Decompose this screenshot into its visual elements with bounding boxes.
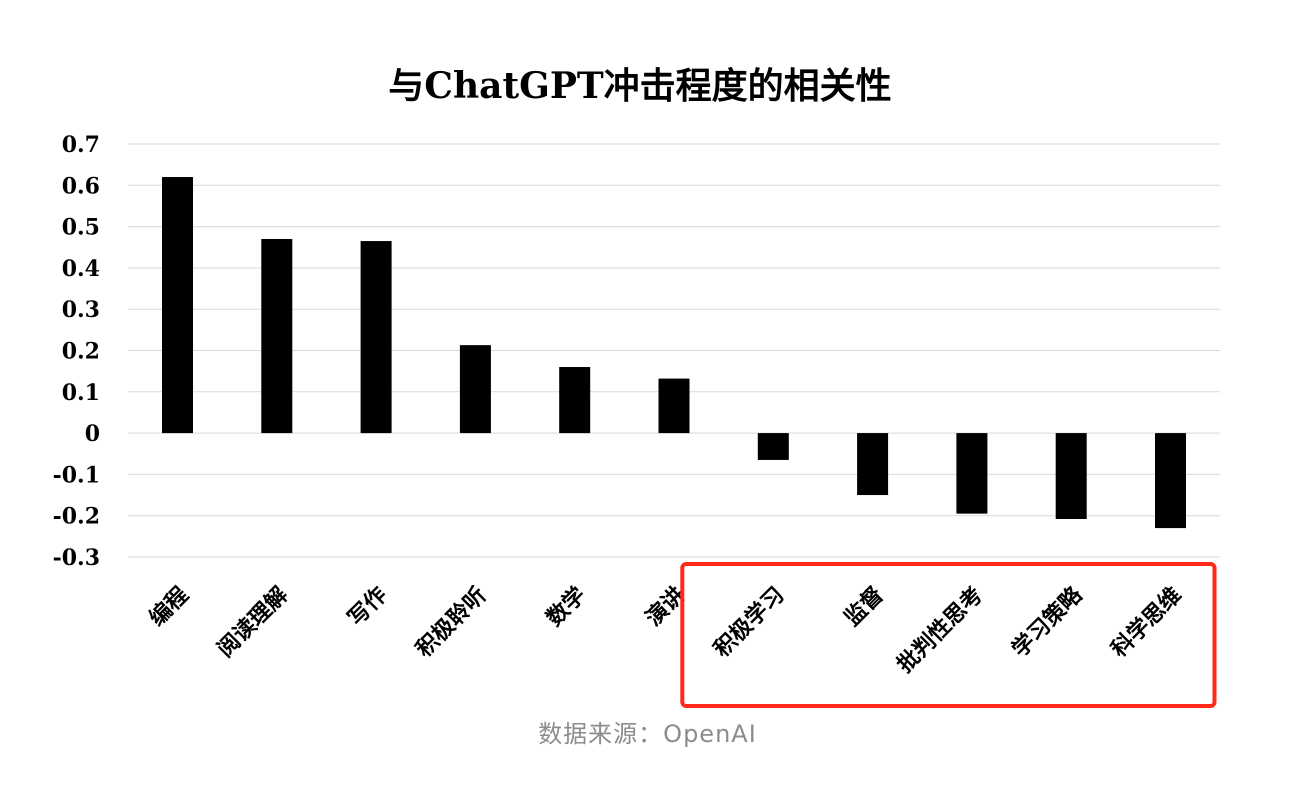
x-axis-labels: 编程 阅读理解 写作 积极聆听 数学 演讲 积极学习 监督 批判性思考 学习策略 科学思维 <box>144 581 1187 678</box>
bar <box>1155 433 1186 529</box>
x-category-label: 积极聆听 <box>411 582 492 663</box>
y-axis-ticks: 0.7 0.6 0.5 0.4 0.3 0.2 0.1 0 -0.1 -0.2 -0.3 <box>53 132 100 571</box>
highlight-group <box>680 562 1217 708</box>
bar <box>162 177 193 434</box>
x-category-label: 科学思维 <box>1106 582 1187 663</box>
y-tick-label: 0.4 <box>62 256 100 282</box>
bar <box>956 433 988 514</box>
y-tick-label: 0 <box>85 421 100 447</box>
bars <box>162 177 1186 529</box>
highlight-box <box>680 562 1217 708</box>
x-category-label: 编程 <box>144 582 194 632</box>
bar <box>360 241 392 434</box>
x-category-label: 监督 <box>839 582 889 632</box>
y-tick-label: 0.7 <box>62 132 100 158</box>
x-category-label: 数学 <box>541 582 591 632</box>
x-category-label: 批判性思考 <box>892 582 988 678</box>
bar <box>559 367 591 434</box>
source-note: 数据来源：OpenAI <box>538 720 757 748</box>
x-category-label: 学习策略 <box>1007 581 1088 662</box>
chart-title: 与ChatGPT冲击程度的相关性 <box>388 65 891 107</box>
bar <box>459 345 491 434</box>
y-tick-label: 0.5 <box>62 215 100 241</box>
y-tick-label: 0.6 <box>62 173 100 199</box>
x-category-label: 阅读理解 <box>212 582 293 663</box>
y-tick-label: -0.1 <box>53 462 100 488</box>
bar <box>757 433 789 460</box>
y-tick-label: 0.2 <box>62 339 100 365</box>
y-tick-label: -0.2 <box>53 504 100 530</box>
bar <box>261 238 293 434</box>
y-tick-label: 0.3 <box>62 297 100 323</box>
gridlines <box>128 143 1220 558</box>
bar <box>1055 433 1087 520</box>
x-category-label: 写作 <box>343 582 393 632</box>
bar <box>857 433 889 496</box>
y-tick-label: -0.3 <box>53 545 100 571</box>
x-category-label: 积极学习 <box>709 582 790 663</box>
bar <box>658 378 690 434</box>
y-tick-label: 0.1 <box>62 380 100 406</box>
